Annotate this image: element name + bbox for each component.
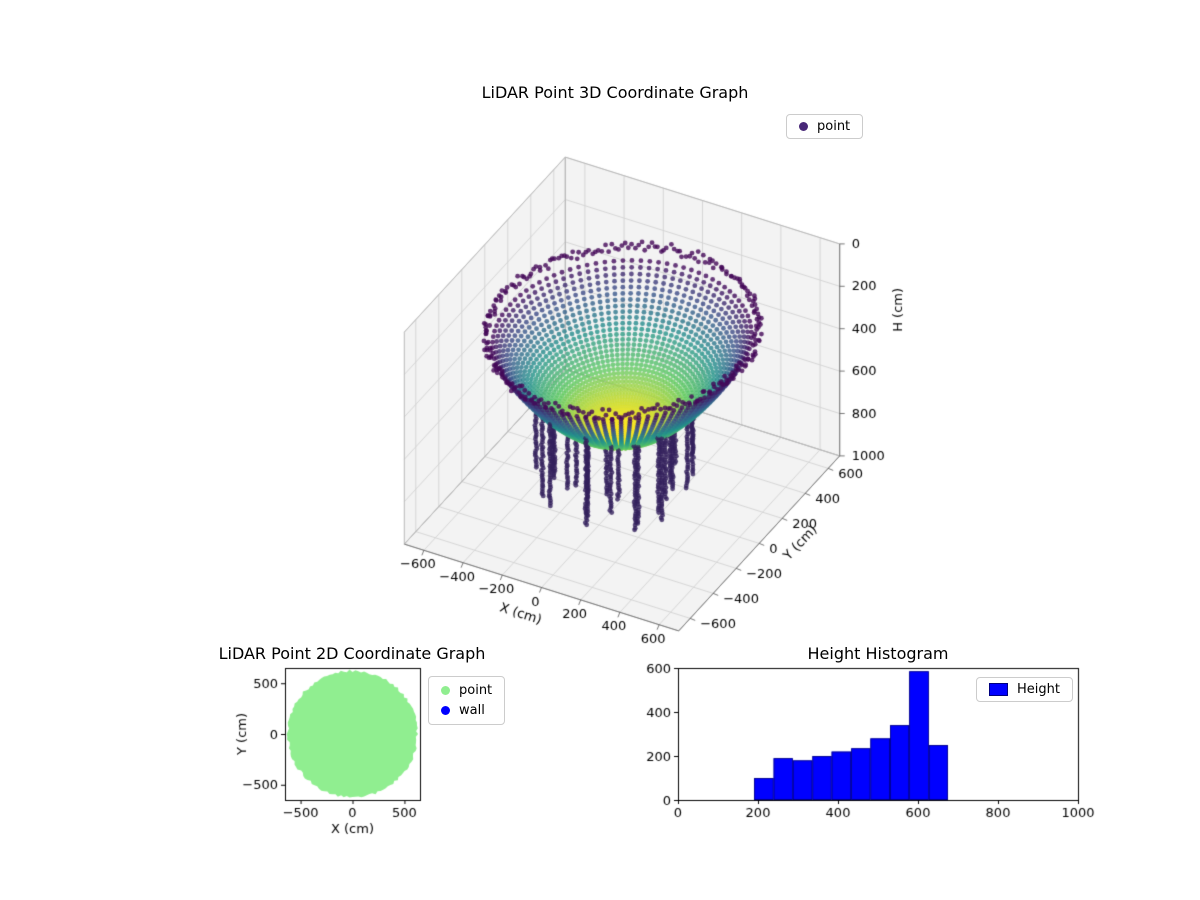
hist-title: Height Histogram <box>807 644 949 663</box>
hist-legend: Height <box>976 677 1073 702</box>
legend-label-wall: wall <box>459 703 485 718</box>
wall-marker-icon <box>441 706 450 715</box>
legend-row-wall: wall <box>441 703 485 718</box>
plot2d-legend: point wall <box>428 676 506 725</box>
legend-row-point: point <box>441 683 492 698</box>
point-marker-icon <box>799 122 808 131</box>
height-swatch-icon <box>989 683 1008 696</box>
legend-label-point-3d: point <box>817 119 851 134</box>
point-marker-icon <box>441 686 450 695</box>
plot2d-title: LiDAR Point 2D Coordinate Graph <box>218 644 486 663</box>
plot3d-legend: point <box>786 114 864 139</box>
legend-label-height: Height <box>1017 682 1060 697</box>
legend-label-point-2d: point <box>459 683 493 698</box>
plot3d-title: LiDAR Point 3D Coordinate Graph <box>481 83 749 102</box>
